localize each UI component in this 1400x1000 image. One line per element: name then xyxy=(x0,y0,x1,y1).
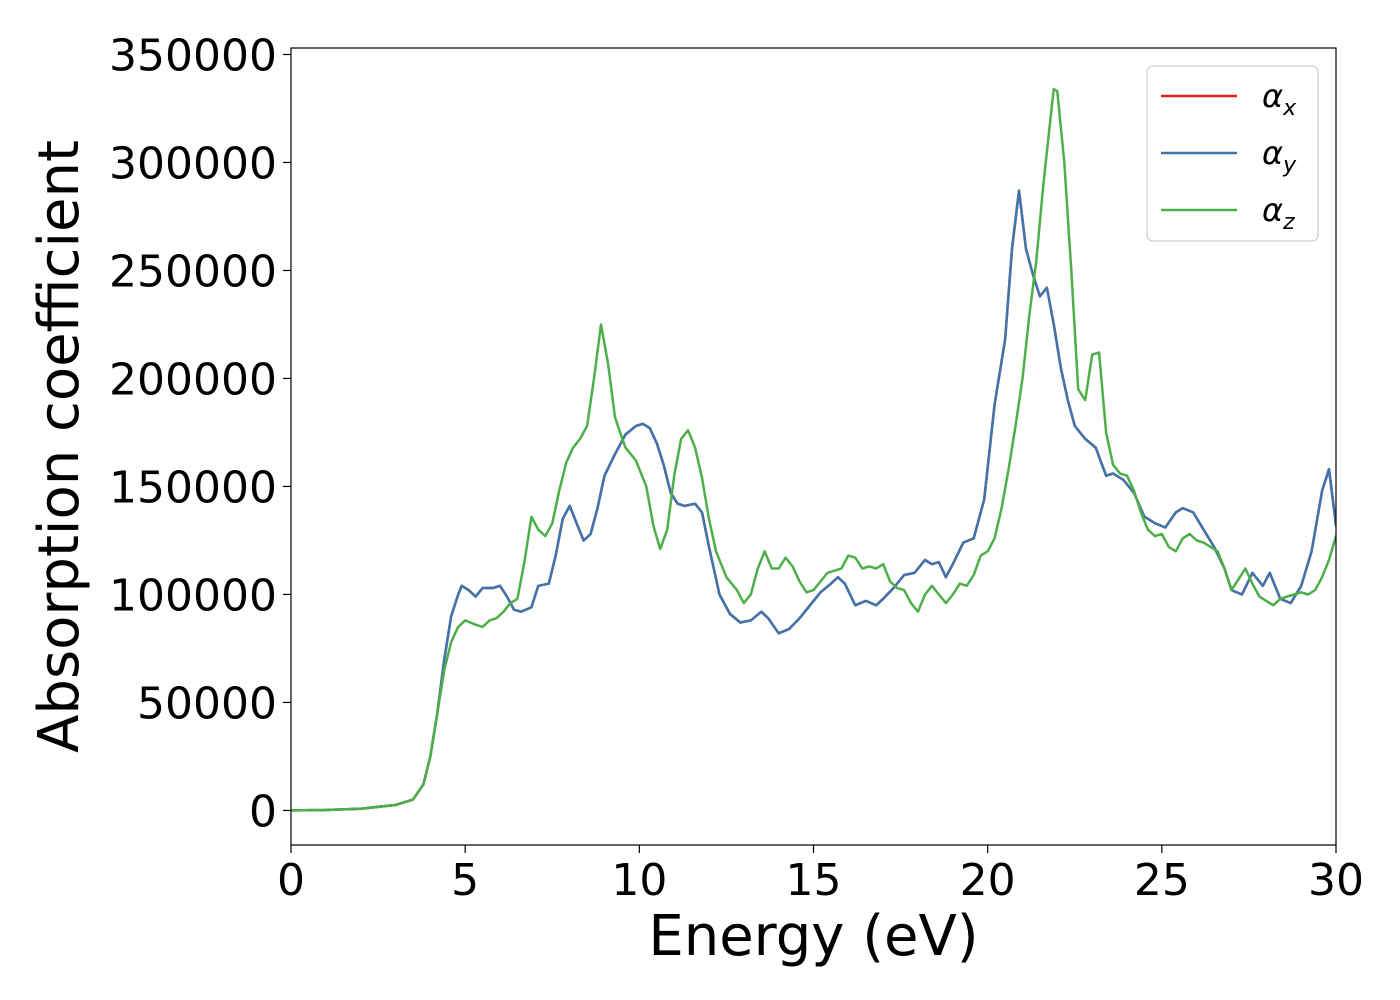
y-axis-title: Absorption coefficient xyxy=(27,140,92,753)
y-tick-label: 150000 xyxy=(109,462,277,513)
y-tick-label: 250000 xyxy=(109,246,277,297)
series-lines xyxy=(291,87,1336,812)
x-tick-label: 20 xyxy=(960,855,1016,906)
series-line-z xyxy=(291,87,1336,812)
y-tick-label: 50000 xyxy=(137,678,277,729)
y-tick-label: 300000 xyxy=(109,138,277,189)
x-tick-label: 5 xyxy=(451,855,479,906)
axis-ticks: 0 5 10 15 20 25 30 0 50000 100000 150000 200000 2500… xyxy=(109,30,1364,906)
y-tick-label: 200000 xyxy=(109,354,277,405)
x-tick-label: 15 xyxy=(786,855,842,906)
x-axis-title: Energy (eV) xyxy=(648,904,978,969)
y-tick-label: 350000 xyxy=(109,30,277,81)
legend-label-z: αz xyxy=(1262,191,1295,235)
legend: αx αy αz xyxy=(1146,65,1319,242)
legend-label-x: αx xyxy=(1262,77,1297,121)
legend-label-y: αy xyxy=(1262,134,1297,178)
series-line-x xyxy=(291,189,1336,812)
x-tick-label: 25 xyxy=(1134,855,1190,906)
y-tick-label: 100000 xyxy=(109,570,277,621)
x-tick-label: 10 xyxy=(611,855,667,906)
x-tick-label: 0 xyxy=(277,855,305,906)
series-line-y xyxy=(291,189,1336,812)
y-tick-label: 0 xyxy=(249,786,277,837)
x-tick-label: 30 xyxy=(1308,855,1364,906)
